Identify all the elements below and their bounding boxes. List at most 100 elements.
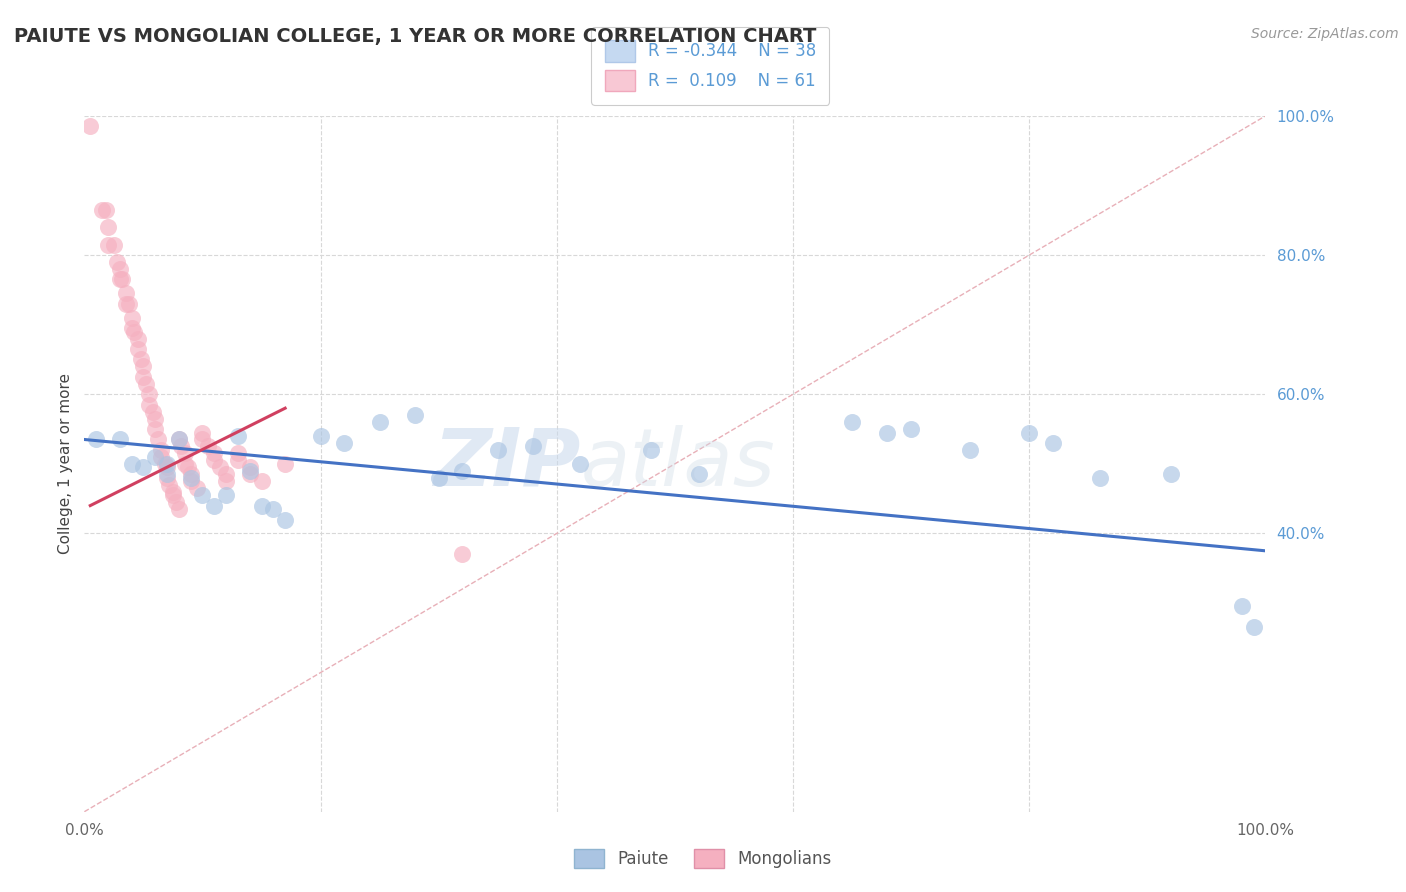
Point (97, 237, 120, 252)
Point (132, 369, 155, 384)
Point (309, 429, 332, 443)
Point (197, 440, 219, 454)
Point (427, 471, 450, 485)
Point (368, 415, 391, 429)
Point (153, 457, 176, 471)
Point (121, 321, 143, 335)
Point (143, 422, 166, 436)
Point (250, 475, 273, 489)
Text: PAIUTE VS MONGOLIAN COLLEGE, 1 YEAR OR MORE CORRELATION CHART: PAIUTE VS MONGOLIAN COLLEGE, 1 YEAR OR M… (14, 27, 817, 45)
Point (156, 460, 179, 475)
Point (121, 310, 143, 325)
Point (688, 467, 710, 482)
Point (150, 450, 173, 464)
Point (177, 460, 200, 475)
Point (640, 442, 662, 457)
Point (129, 352, 152, 367)
Point (114, 286, 136, 301)
Point (142, 405, 165, 419)
Point (170, 440, 193, 454)
Point (157, 477, 180, 491)
Point (186, 481, 208, 495)
Point (841, 415, 863, 429)
Point (226, 429, 249, 443)
Point (1042, 436, 1064, 450)
Point (94, 202, 117, 217)
Point (191, 425, 214, 440)
Point (156, 457, 179, 471)
Point (250, 499, 273, 513)
Point (173, 446, 195, 460)
Point (167, 502, 190, 516)
Point (108, 433, 131, 447)
Legend: R = -0.344    N = 38, R =  0.109    N = 61: R = -0.344 N = 38, R = 0.109 N = 61 (591, 27, 830, 104)
Point (1018, 425, 1040, 440)
Point (138, 398, 160, 412)
Point (167, 433, 190, 447)
Point (118, 297, 141, 311)
Point (569, 457, 592, 471)
Point (127, 342, 149, 356)
Point (451, 464, 474, 478)
Text: Source: ZipAtlas.com: Source: ZipAtlas.com (1251, 27, 1399, 41)
Point (404, 408, 426, 422)
Point (274, 457, 297, 471)
Point (202, 499, 225, 513)
Point (166, 495, 188, 509)
Point (226, 453, 249, 467)
Point (1088, 471, 1111, 485)
Point (451, 547, 474, 561)
Point (173, 457, 195, 471)
Point (91, 202, 114, 217)
Point (107, 255, 129, 269)
Point (103, 237, 125, 252)
Point (900, 422, 922, 436)
Point (108, 262, 131, 277)
Point (959, 442, 981, 457)
Point (132, 359, 155, 374)
Point (146, 433, 169, 447)
Point (135, 376, 157, 391)
Point (167, 433, 190, 447)
Point (127, 332, 149, 346)
Point (1160, 467, 1182, 482)
Point (111, 272, 134, 286)
Point (191, 488, 214, 502)
Point (239, 467, 262, 482)
Point (114, 297, 136, 311)
Point (162, 484, 184, 499)
Point (239, 464, 262, 478)
Point (202, 446, 225, 460)
Point (162, 488, 184, 502)
Point (215, 475, 238, 489)
Point (876, 425, 898, 440)
Point (333, 436, 356, 450)
Point (215, 467, 238, 482)
Point (132, 460, 155, 475)
Point (262, 502, 284, 516)
Point (79, 120, 101, 134)
Point (202, 453, 225, 467)
Point (143, 411, 166, 425)
Point (108, 272, 131, 286)
Point (121, 457, 143, 471)
Y-axis label: College, 1 year or more: College, 1 year or more (58, 374, 73, 554)
Point (1230, 599, 1253, 614)
Point (215, 488, 238, 502)
Point (97, 220, 120, 235)
Point (122, 325, 145, 339)
Point (138, 387, 160, 401)
Text: atlas: atlas (581, 425, 775, 503)
Point (209, 460, 232, 475)
Point (522, 440, 544, 454)
Point (143, 450, 166, 464)
Point (239, 460, 262, 475)
Point (226, 446, 249, 460)
Point (180, 471, 202, 485)
Point (180, 467, 202, 482)
Point (1243, 620, 1265, 634)
Point (156, 471, 179, 485)
Point (156, 467, 179, 482)
Point (84, 433, 107, 447)
Point (274, 512, 297, 526)
